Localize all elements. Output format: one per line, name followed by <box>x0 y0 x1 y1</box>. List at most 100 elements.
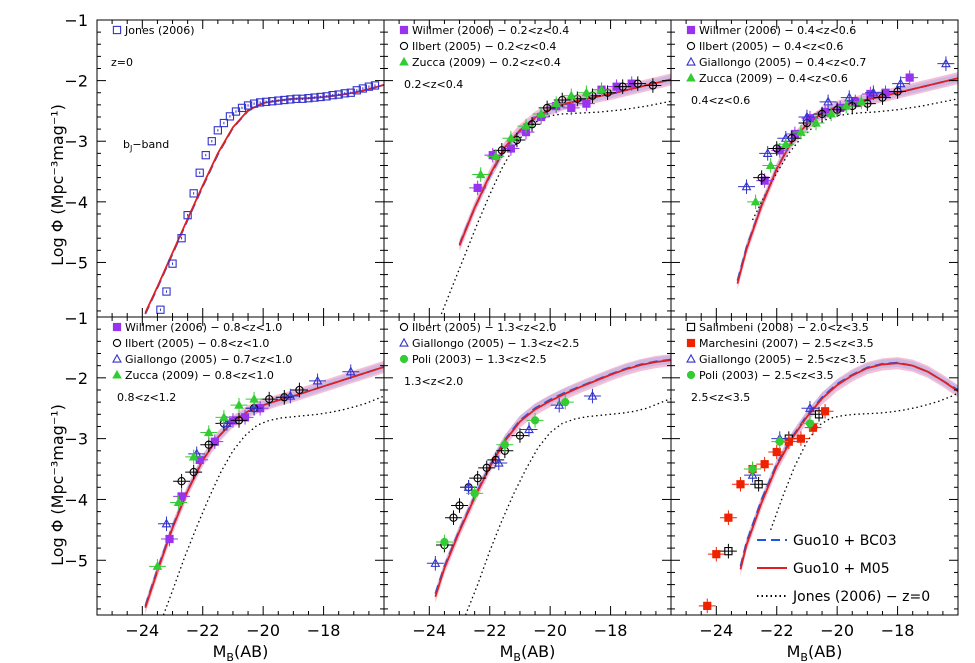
legend-label: Ilbert (2005) − 0.4<z<0.6 <box>699 40 843 53</box>
data-point <box>775 437 784 446</box>
data-point <box>334 90 343 99</box>
data-point <box>473 474 482 483</box>
data-point <box>554 399 565 409</box>
data-point <box>493 457 504 467</box>
data-point <box>805 419 815 428</box>
panel-annotation: 1.3<z<2.0 <box>404 375 463 388</box>
data-point <box>225 112 235 121</box>
series-3 <box>744 416 819 477</box>
data-point <box>316 92 325 102</box>
legend-marker <box>686 338 696 348</box>
model-band-m05 <box>459 73 671 252</box>
legend-label: Poli (2003) − 2.5<z<3.5 <box>699 369 834 382</box>
series-0 <box>161 400 269 547</box>
data-point <box>542 103 552 113</box>
data-point <box>521 120 531 130</box>
data-point <box>633 79 642 88</box>
data-point <box>566 90 577 100</box>
series-0 <box>156 81 380 314</box>
data-point <box>820 407 830 416</box>
legend-marker <box>686 322 696 332</box>
series-3 <box>148 391 263 574</box>
model-line-jones-z0 <box>751 98 958 221</box>
data-point <box>249 402 259 412</box>
data-point <box>741 181 752 191</box>
data-point <box>188 451 199 461</box>
legend-marker <box>686 56 696 66</box>
legend-label: Willmer (2006) − 0.8<z<1.0 <box>125 321 282 334</box>
x-tick-label: −20 <box>533 621 567 640</box>
panel-legend: Willmer (2006) − 0.4<z<0.6 Ilbert (2005) … <box>686 24 866 85</box>
legend-label: Ilbert (2005) − 1.3<z<2.0 <box>412 321 556 334</box>
y-axis-label-top: Log Φ (Mpc⁻³mag⁻¹) <box>48 104 67 266</box>
data-point <box>207 137 216 146</box>
data-point <box>286 95 295 104</box>
legend-marker <box>399 25 409 35</box>
panel-legend: Jones (2006) <box>112 24 195 37</box>
data-point <box>358 84 368 93</box>
data-point <box>750 196 761 206</box>
y-tick-label: −1 <box>64 11 88 30</box>
data-point <box>249 99 259 108</box>
legend-label: Willmer (2006) − 0.4<z<0.6 <box>699 24 856 37</box>
series-1 <box>698 403 834 614</box>
legend-marker <box>399 337 409 347</box>
legend-label: Ilbert (2005) − 0.8<z<1.0 <box>125 337 269 350</box>
data-point <box>561 398 570 407</box>
data-point <box>772 447 781 457</box>
panel-frame <box>670 316 959 616</box>
chart-panel-bottom-middle: −24 −22 −20 −18 MB(AB) Ilbert (2005) − 1.3<z<… <box>383 316 672 663</box>
legend-marker <box>399 41 409 51</box>
model-line-guo10-m05 <box>144 83 384 314</box>
panel-annotation: z=0 <box>111 56 133 69</box>
y-tick-label: −5 <box>64 253 88 272</box>
data-point <box>506 133 516 142</box>
panel-annotation: 0.2<z<0.4 <box>404 78 463 91</box>
x-tick-label: −24 <box>125 621 159 640</box>
x-axis-label: MB(AB) <box>500 642 556 663</box>
data-point <box>274 96 283 105</box>
data-point <box>895 78 906 88</box>
chart-panel-top-middle: Willmer (2006) − 0.2<z<0.4 Ilbert (2005) … <box>383 19 672 318</box>
model-line-jones-z0 <box>162 395 384 615</box>
data-point <box>724 513 733 522</box>
data-point <box>430 558 441 567</box>
data-point <box>905 73 914 82</box>
legend-label: Ilbert (2005) − 0.2<z<0.4 <box>412 40 556 53</box>
data-point <box>201 151 210 160</box>
legend-label: Zucca (2009) − 0.2<z<0.4 <box>412 56 561 69</box>
data-point <box>340 89 349 98</box>
legend-label: Jones (2006) <box>124 24 195 37</box>
data-point <box>162 287 171 296</box>
data-point <box>352 86 361 95</box>
data-point <box>754 480 763 489</box>
data-point <box>173 497 184 507</box>
panel-annotation: 2.5<z<3.5 <box>691 391 750 404</box>
data-point <box>455 501 464 510</box>
legend-marker <box>112 25 122 35</box>
data-point <box>796 434 806 443</box>
data-point <box>285 390 296 400</box>
data-point <box>243 101 253 110</box>
data-point <box>364 82 374 91</box>
data-point <box>648 81 658 90</box>
data-point <box>310 93 319 102</box>
x-tick-label: −24 <box>699 621 733 640</box>
panel-annotation: 0.4<z<0.6 <box>691 94 750 107</box>
series-1 <box>173 382 308 489</box>
model-legend-label: Guo10 + M05 <box>793 561 890 577</box>
y-tick-label: −3 <box>64 132 88 151</box>
data-point <box>618 82 627 91</box>
series-2 <box>158 364 360 532</box>
plot-area-bottom-left <box>144 360 384 615</box>
legend-marker <box>686 72 696 82</box>
data-point <box>234 416 244 425</box>
data-point <box>177 234 186 243</box>
data-point <box>152 561 163 570</box>
x-tick-label: −18 <box>594 621 628 640</box>
x-tick-label: −18 <box>307 621 341 640</box>
data-point <box>304 94 313 103</box>
legend-marker <box>112 322 122 332</box>
data-point <box>177 492 186 501</box>
